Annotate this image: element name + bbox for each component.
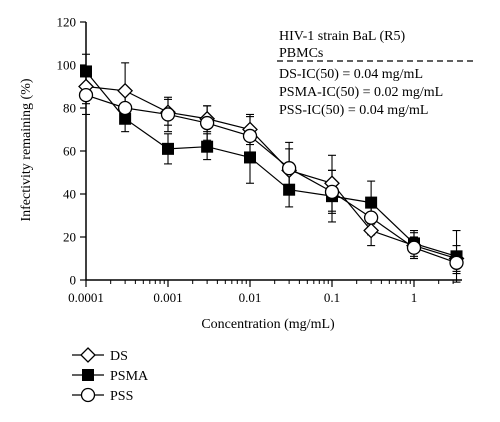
- data-point-psma: [201, 140, 214, 153]
- legend-label-psma: PSMA: [110, 369, 149, 384]
- series-line-ds: [85, 85, 457, 260]
- legend-label-pss: PSS: [110, 389, 133, 404]
- legend-diamond-icon: [80, 347, 96, 363]
- series-line-pss: [85, 94, 457, 264]
- data-point-pss: [281, 161, 297, 176]
- y-ticks: 0 20 40 60 80 100 120: [57, 15, 86, 288]
- legend-item-ds: DS: [72, 347, 128, 364]
- y-tick-label: 0: [70, 273, 77, 288]
- data-point-pss: [160, 107, 176, 122]
- legend-square-icon: [82, 369, 94, 381]
- annotation-ic50-psma: PSMA-IC(50) = 0.02 mg/mL: [279, 85, 443, 100]
- data-point-psma: [80, 65, 92, 78]
- annotation-ic50-pss: PSS-IC(50) = 0.04 mg/mL: [279, 103, 428, 118]
- series-layer: [78, 53, 465, 283]
- annotation-header-2: PBMCs: [279, 46, 323, 61]
- data-point-psma: [119, 112, 132, 125]
- legend-circle-icon: [80, 387, 96, 403]
- data-point-ds: [363, 222, 380, 239]
- data-point-pss: [117, 100, 133, 116]
- y-tick-label: 80: [63, 101, 76, 116]
- data-point-pss: [78, 87, 94, 103]
- annotation-ic50-ds: DS-IC(50) = 0.04 mg/mL: [279, 67, 423, 82]
- data-point-pss: [449, 255, 464, 270]
- data-point-pss: [324, 184, 340, 200]
- data-point-pss: [199, 115, 215, 131]
- x-axis-title: Concentration (mg/mL): [201, 317, 335, 332]
- series-line-psma: [85, 71, 457, 257]
- data-point-psma: [283, 183, 296, 196]
- data-point-pss: [406, 240, 422, 255]
- legend-item-psma: PSMA: [72, 369, 149, 384]
- legend-item-pss: PSS: [72, 387, 133, 404]
- legend-label-ds: DS: [110, 349, 128, 364]
- y-tick-label: 20: [63, 230, 76, 245]
- data-point-psma: [162, 142, 174, 155]
- x-tick-label: 0.0001: [68, 290, 104, 305]
- y-axis-title: Infectivity remaining (%): [19, 78, 34, 221]
- x-tick-label: 0.01: [239, 290, 262, 305]
- x-ticks: 0.0001 0.001 0.01 0.1 1: [68, 280, 454, 305]
- y-tick-label: 40: [63, 187, 76, 202]
- markers-pss: [78, 87, 464, 270]
- data-point-psma: [244, 151, 256, 164]
- data-point-ds: [117, 82, 134, 99]
- x-tick-label: 0.001: [153, 290, 182, 305]
- y-tick-label: 60: [63, 144, 76, 159]
- data-point-pss: [242, 128, 258, 144]
- legend: DS PSMA PSS: [72, 347, 149, 404]
- data-point-psma: [365, 196, 378, 209]
- data-point-pss: [363, 210, 379, 225]
- x-tick-label: 0.1: [324, 290, 340, 305]
- y-tick-label: 120: [57, 15, 77, 30]
- annotation-header-1: HIV-1 strain BaL (R5): [279, 29, 405, 44]
- y-tick-label: 100: [57, 58, 77, 73]
- x-tick-label: 1: [411, 290, 418, 305]
